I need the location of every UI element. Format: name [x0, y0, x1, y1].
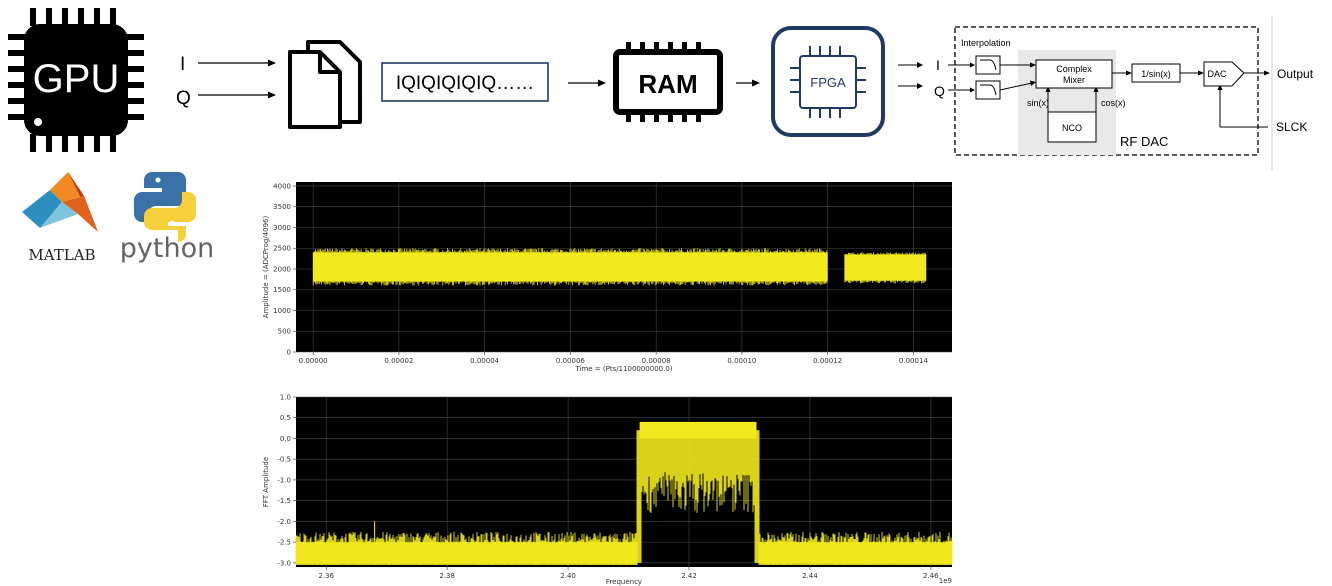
nco-label: NCO	[1062, 123, 1082, 133]
time-ytick-label: 4000	[273, 182, 291, 190]
time-xtick-label: 0.00004	[470, 357, 499, 365]
matlab-label: MATLAB	[28, 246, 95, 264]
python-label: python	[120, 233, 214, 264]
fft-ytick-label: -1.5	[277, 497, 291, 505]
time-xtick-label: 0.00000	[299, 357, 328, 365]
fft-ytick-label: -1.0	[277, 476, 291, 484]
output-label: Output	[1277, 67, 1314, 81]
dac-signal-lines	[948, 62, 1270, 128]
dac-q-label: Q	[934, 83, 945, 99]
fft-xtick-label: 2.38	[439, 572, 455, 580]
fft-ytick-label: -0.5	[277, 456, 291, 464]
python-logo-icon	[134, 172, 196, 242]
complex-mixer-box	[1035, 59, 1113, 89]
iq-stream-text: IQIQIQIQIQ……	[396, 73, 534, 94]
fft-x-offset: 1e9	[939, 577, 952, 585]
time-ytick-label: 0	[287, 349, 291, 357]
gpu-to-file-arrows	[198, 59, 276, 99]
time-ytick-label: 1500	[273, 286, 291, 294]
rfdac-title: RF DAC	[1120, 134, 1168, 149]
time-xtick-label: 0.00010	[727, 357, 756, 365]
fpga-chip-icon	[790, 46, 866, 118]
gpu-i-label: I	[180, 54, 185, 75]
dac-i-label: I	[936, 57, 940, 73]
fpga-label: FPGA	[810, 75, 846, 90]
fft-ytick-label: 1.0	[280, 394, 291, 402]
time-xtick-label: 0.00006	[556, 357, 585, 365]
sin-label: sin(x)	[1027, 98, 1049, 108]
fft-ticks: 2.36 2.38 2.40 2.42 2.44 2.46 -3.0 -2.5 -2.0 -1.5…	[277, 394, 939, 581]
fft-xlabel: Frequency	[606, 578, 642, 586]
gpu-chip-icon	[8, 8, 144, 152]
iq-stream-box	[381, 62, 549, 102]
gpu-q-label: Q	[176, 88, 191, 109]
time-domain-chart: 0.00000 0.00002 0.00004 0.00006 0.00008 0.000…	[262, 182, 952, 373]
fft-xtick-label: 2.42	[681, 572, 697, 580]
fpga-to-dac-arrows	[898, 62, 923, 89]
matlab-logo-icon	[22, 172, 98, 232]
time-ticks: 0.00000 0.00002 0.00004 0.00006 0.00008 0.000…	[273, 182, 928, 365]
gpu-label: GPU	[33, 57, 120, 101]
ram-to-fpga-arrow	[736, 79, 760, 87]
ram-label: RAM	[638, 69, 697, 99]
time-xlabel: Time = (Pts/1100000000.0)	[574, 365, 672, 373]
time-ytick-label: 2000	[273, 265, 291, 273]
file-stack-icon	[288, 40, 362, 129]
dac-label: DAC	[1207, 69, 1227, 79]
time-ytick-label: 1000	[273, 307, 291, 315]
nco-box	[1047, 111, 1097, 143]
stream-to-ram-arrow	[568, 79, 606, 87]
inverse-sinc-box	[1131, 63, 1181, 83]
fft-ytick-label: -2.5	[277, 539, 291, 547]
cos-label: cos(x)	[1101, 98, 1126, 108]
fft-ylabel: FFT Amplitude	[262, 457, 270, 507]
time-xtick-label: 0.00008	[642, 357, 671, 365]
time-signal-trace	[844, 252, 926, 284]
time-ytick-label: 3500	[273, 203, 291, 211]
dac-block	[1203, 61, 1245, 87]
fft-band-top	[639, 421, 757, 439]
fft-ytick-label: -3.0	[277, 559, 291, 567]
fft-xtick-label: 2.44	[802, 572, 818, 580]
fft-ytick-label: 0.0	[280, 435, 291, 443]
time-ytick-label: 500	[278, 328, 291, 336]
time-ytick-label: 3000	[273, 224, 291, 232]
fft-ytick-label: -2.0	[277, 518, 291, 526]
fft-signal	[295, 421, 953, 565]
fft-signal-trace	[295, 421, 953, 565]
time-xtick-label: 0.00012	[813, 357, 842, 365]
fft-xtick-label: 2.46	[923, 572, 939, 580]
interpolation-filter-icons	[975, 55, 1001, 100]
time-ylabel: Amplitude = (ADCProg/4096)	[262, 216, 270, 319]
time-xtick-label: 0.00002	[384, 357, 413, 365]
slck-label: SLCK	[1276, 120, 1307, 134]
complex-mixer-label: Complex Mixer	[1056, 64, 1092, 85]
fft-xtick-label: 2.36	[318, 572, 334, 580]
ram-chip-icon	[613, 42, 723, 122]
inverse-sinc-label: 1/sin(x)	[1141, 69, 1171, 79]
fft-xtick-label: 2.40	[560, 572, 576, 580]
time-xtick-label: 0.00014	[899, 357, 928, 365]
fft-chart: 2.36 2.38 2.40 2.42 2.44 2.46 -3.0 -2.5 -2.0 -1.5…	[262, 394, 953, 586]
interpolation-label: Interpolation	[961, 38, 1011, 48]
time-signal	[312, 248, 927, 286]
time-ytick-label: 2500	[273, 245, 291, 253]
fft-ytick-label: 0.5	[280, 414, 291, 422]
time-signal-trace	[312, 248, 828, 286]
